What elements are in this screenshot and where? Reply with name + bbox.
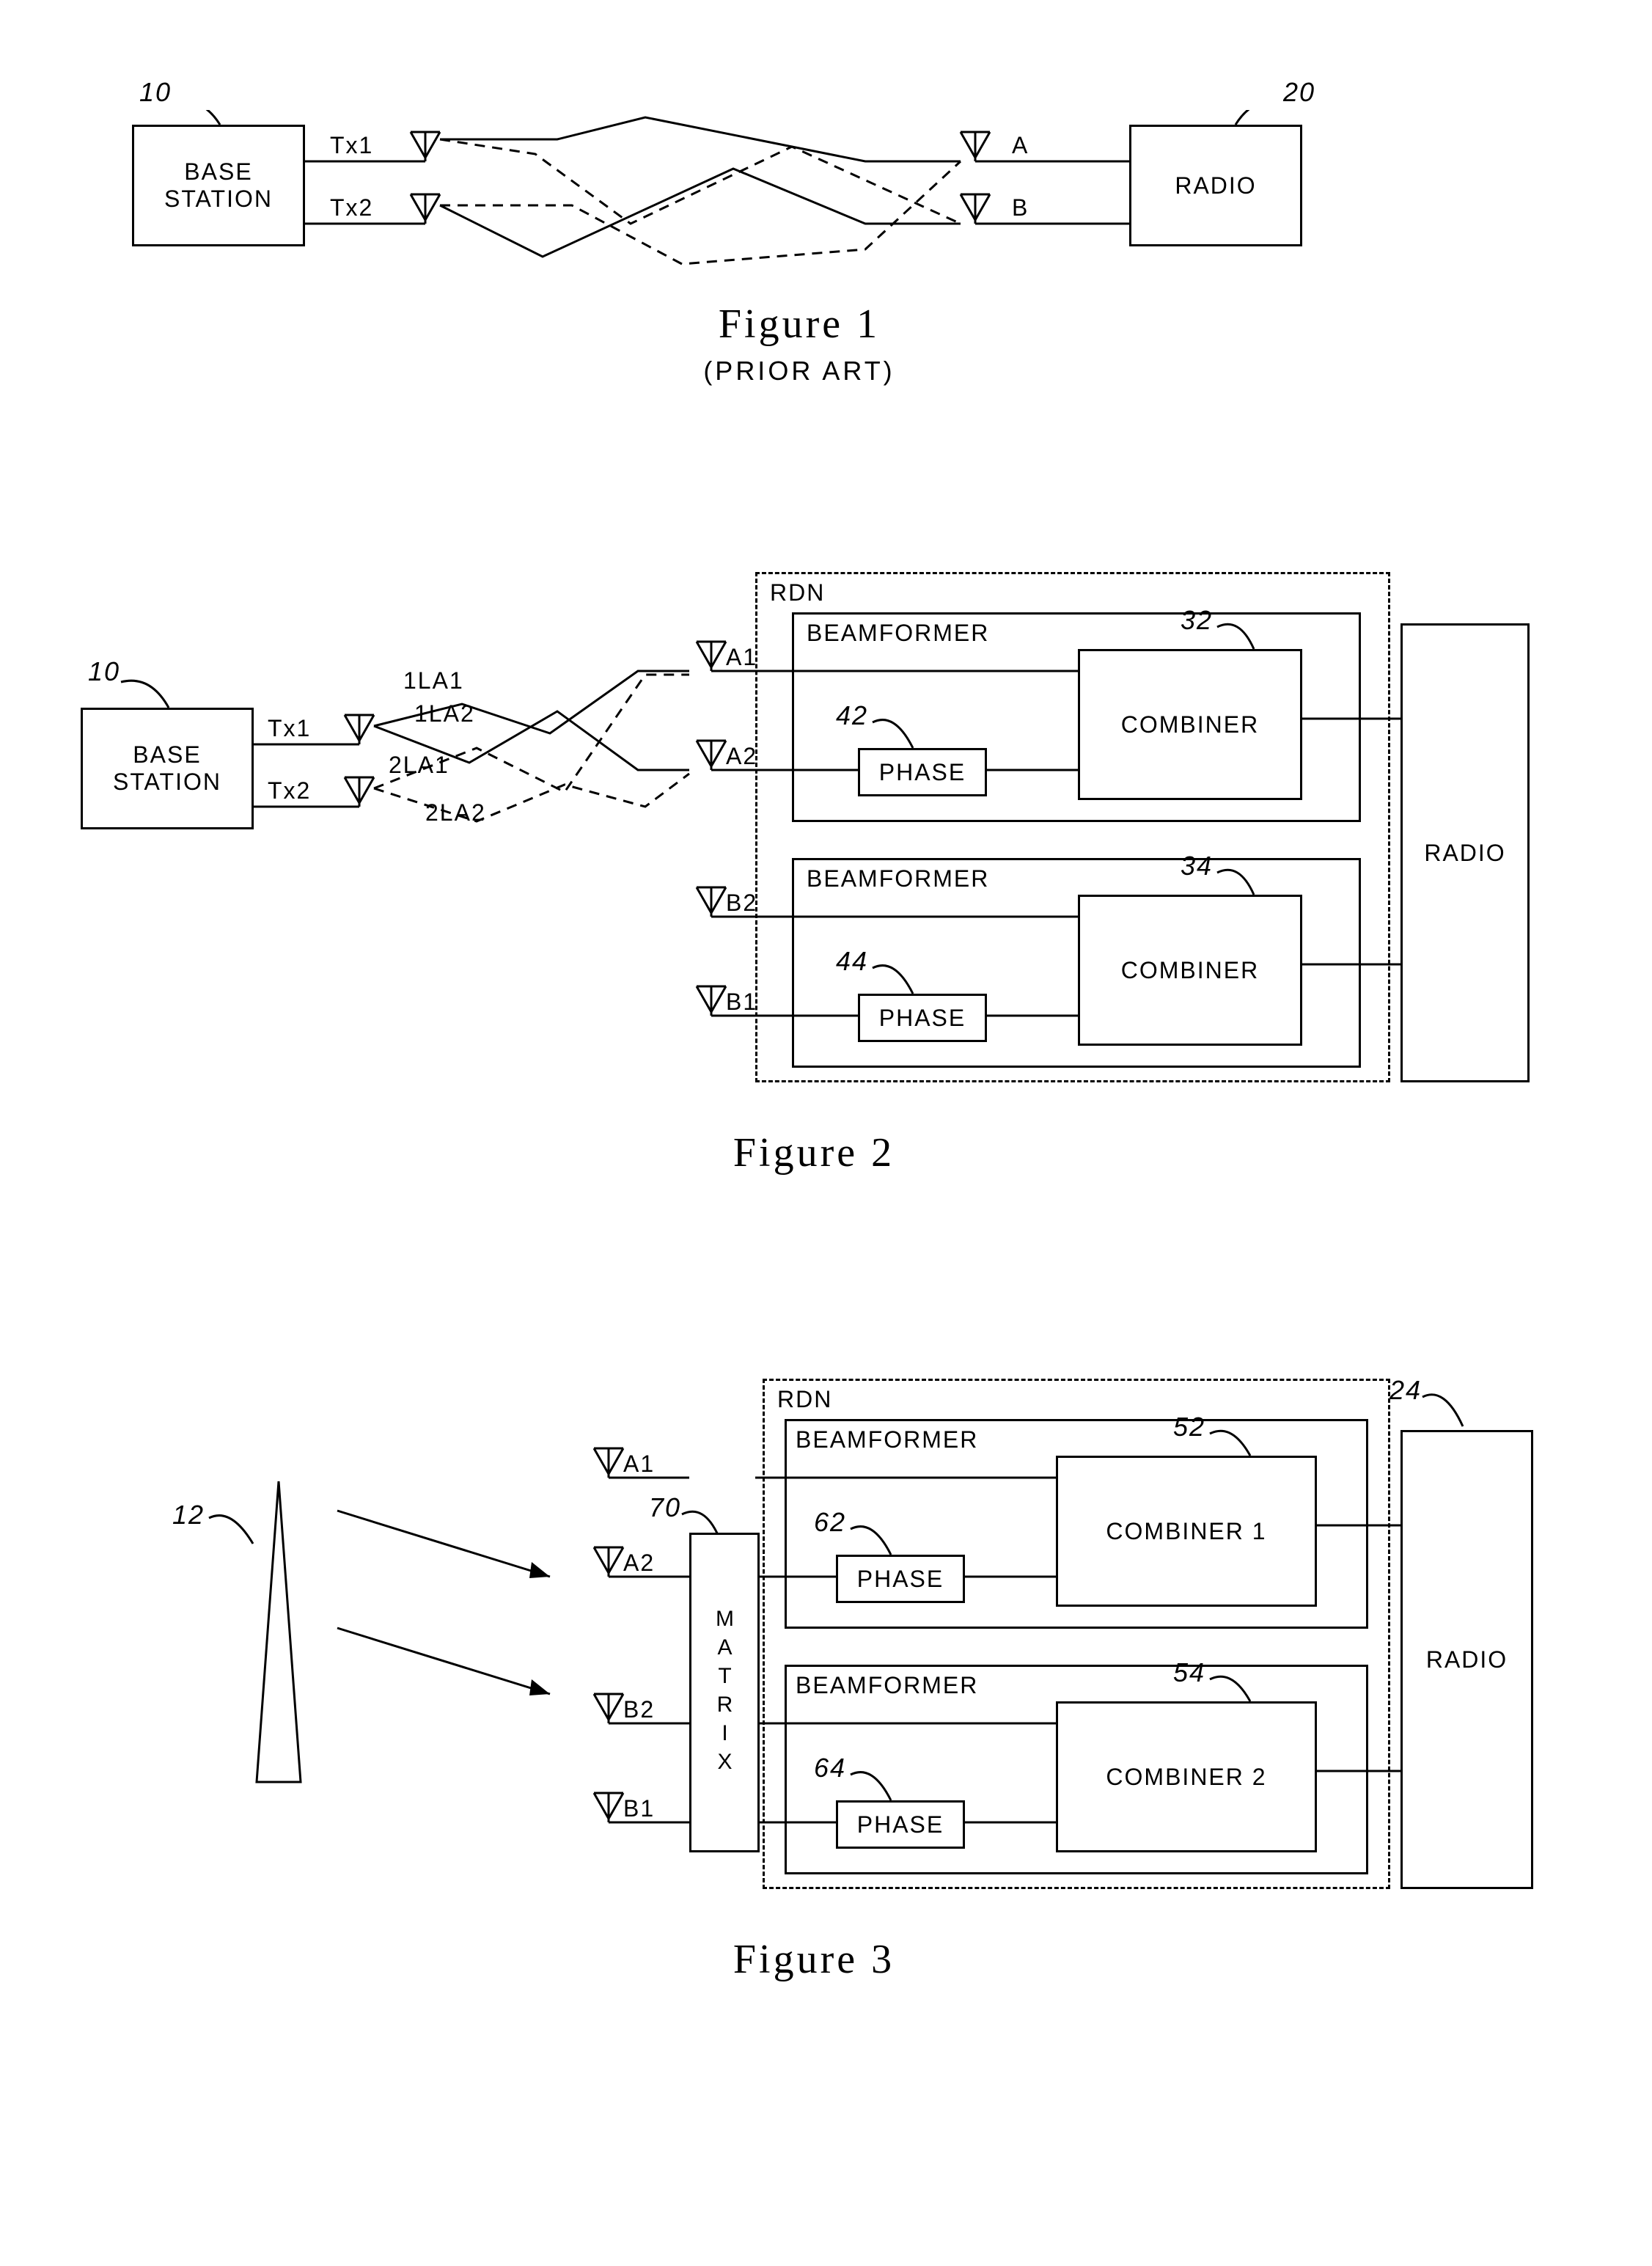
label-a2: A2 [623,1550,655,1577]
ref-12: 12 [172,1500,205,1530]
phase-b-box: PHASE [858,994,987,1042]
figure-3-title: Figure 3 [81,1936,1547,1983]
label-a1: A1 [726,644,757,671]
label-a1: A1 [623,1451,655,1478]
beamformer-1-label: BEAMFORMER [796,1426,978,1453]
label-tx1: Tx1 [268,715,311,742]
radio-box: RADIO [1400,623,1530,1082]
radio-box: RADIO [1400,1430,1533,1889]
beamformer-a-label: BEAMFORMER [807,620,989,647]
ref-34: 34 [1181,851,1213,881]
ref-64: 64 [814,1753,846,1783]
ref-32: 32 [1181,605,1213,636]
label-1LA2: 1LA2 [414,700,475,727]
label-b2: B2 [726,890,757,917]
ref-52: 52 [1173,1412,1205,1442]
label-tx2: Tx2 [330,194,373,221]
figure-1-subtitle: (PRIOR ART) [132,356,1466,386]
figure-1-title: Figure 1 [132,301,1466,348]
combiner-b-box: COMBINER [1078,895,1302,1046]
beamformer-2-label: BEAMFORMER [796,1672,978,1699]
ref-54: 54 [1173,1657,1205,1688]
figure-2: BASE STATION 10 Tx1 Tx2 1LA1 1LA2 2LA1 2… [81,565,1547,1225]
label-b1: B1 [623,1795,655,1822]
base-station-box: BASE STATION [132,125,305,246]
ref-44: 44 [836,946,868,977]
label-tx1: Tx1 [330,132,373,159]
label-a2: A2 [726,743,757,770]
label-2LA2: 2LA2 [425,799,486,826]
phase-2-box: PHASE [836,1800,965,1849]
base-station-box: BASE STATION [81,708,254,829]
ref-10: 10 [88,656,120,687]
combiner-1-box: COMBINER 1 [1056,1456,1317,1607]
figure-3: 12 RDN MATRIX 70 BEAMFORMER COMBINER 1 P… [81,1371,1547,2031]
ref-20: 20 [1283,77,1315,108]
ref-62: 62 [814,1507,846,1538]
ref-24: 24 [1389,1375,1422,1406]
page: BASE STATION RADIO 10 20 Tx1 Tx2 A B Fig… [0,0,1652,2266]
phase-1-box: PHASE [836,1555,965,1603]
label-b: B [1012,194,1029,221]
matrix-box: MATRIX [689,1533,760,1852]
ref-10: 10 [139,77,172,108]
label-a: A [1012,132,1029,159]
figure-2-title: Figure 2 [81,1129,1547,1176]
ref-42: 42 [836,700,868,731]
label-1LA1: 1LA1 [403,667,464,694]
beamformer-b-label: BEAMFORMER [807,865,989,892]
phase-a-box: PHASE [858,748,987,796]
ref-70: 70 [649,1492,681,1523]
figure-1: BASE STATION RADIO 10 20 Tx1 Tx2 A B Fig… [132,110,1466,425]
rdn-label: RDN [777,1386,832,1413]
label-2LA1: 2LA1 [389,752,449,779]
label-b2: B2 [623,1696,655,1723]
rdn-label: RDN [770,579,825,606]
label-b1: B1 [726,989,757,1016]
combiner-a-box: COMBINER [1078,649,1302,800]
radio-box: RADIO [1129,125,1302,246]
label-tx2: Tx2 [268,777,311,804]
combiner-2-box: COMBINER 2 [1056,1701,1317,1852]
